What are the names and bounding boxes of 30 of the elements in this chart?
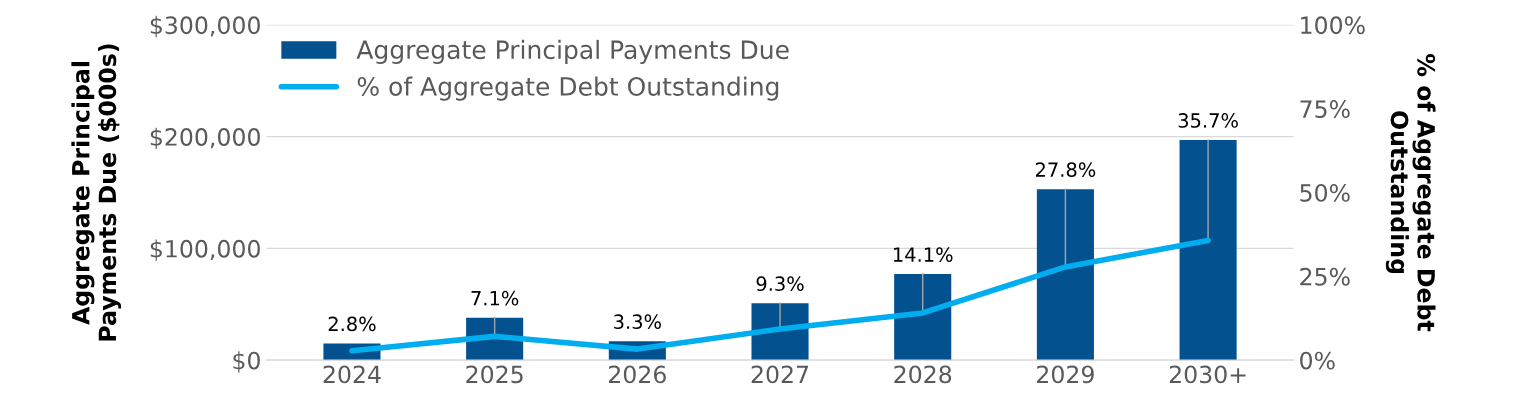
legend-label: Aggregate Principal Payments Due	[356, 39, 789, 65]
x-tick-label: 2029	[1037, 365, 1094, 384]
y2-tick-label: 25%	[1300, 267, 1350, 286]
data-label: 14.1%	[893, 247, 953, 262]
x-tick-label: 2028	[894, 365, 952, 384]
y-tick-label: $200,000	[150, 127, 260, 150]
bar	[1036, 189, 1094, 361]
data-label: 3.3%	[614, 314, 661, 330]
y2-tick-label: 100%	[1301, 16, 1365, 35]
data-label: 9.3%	[756, 276, 804, 292]
y2-tick-label: 50%	[1300, 183, 1350, 202]
x-tick-label: 2030+	[1169, 365, 1246, 384]
bar	[1179, 139, 1237, 361]
bar	[894, 274, 952, 361]
x-tick-label: 2026	[609, 365, 666, 384]
y2-axis-title: % of Aggregate Debt Outstanding	[1385, 54, 1436, 332]
x-tick-label: 2027	[751, 365, 809, 384]
data-label: 27.8%	[1035, 162, 1096, 178]
x-tick-label: 2024	[323, 365, 381, 384]
y-tick-label: $0	[233, 351, 260, 373]
data-label: 7.1%	[471, 290, 519, 306]
y-tick-label: $100,000	[150, 239, 260, 261]
y2-tick-label: 0%	[1300, 351, 1335, 370]
y-tick-label: $300,000	[150, 15, 260, 38]
legend-label: % of Aggregate Debt Outstanding	[357, 76, 779, 101]
y-axis-title: Aggregate Principal Payments Due ($000s)	[71, 44, 122, 341]
x-tick-label: 2025	[466, 365, 523, 384]
y2-tick-label: 75%	[1300, 100, 1350, 118]
data-label: 2.8%	[328, 316, 376, 332]
data-label: 35.7%	[1178, 113, 1238, 128]
